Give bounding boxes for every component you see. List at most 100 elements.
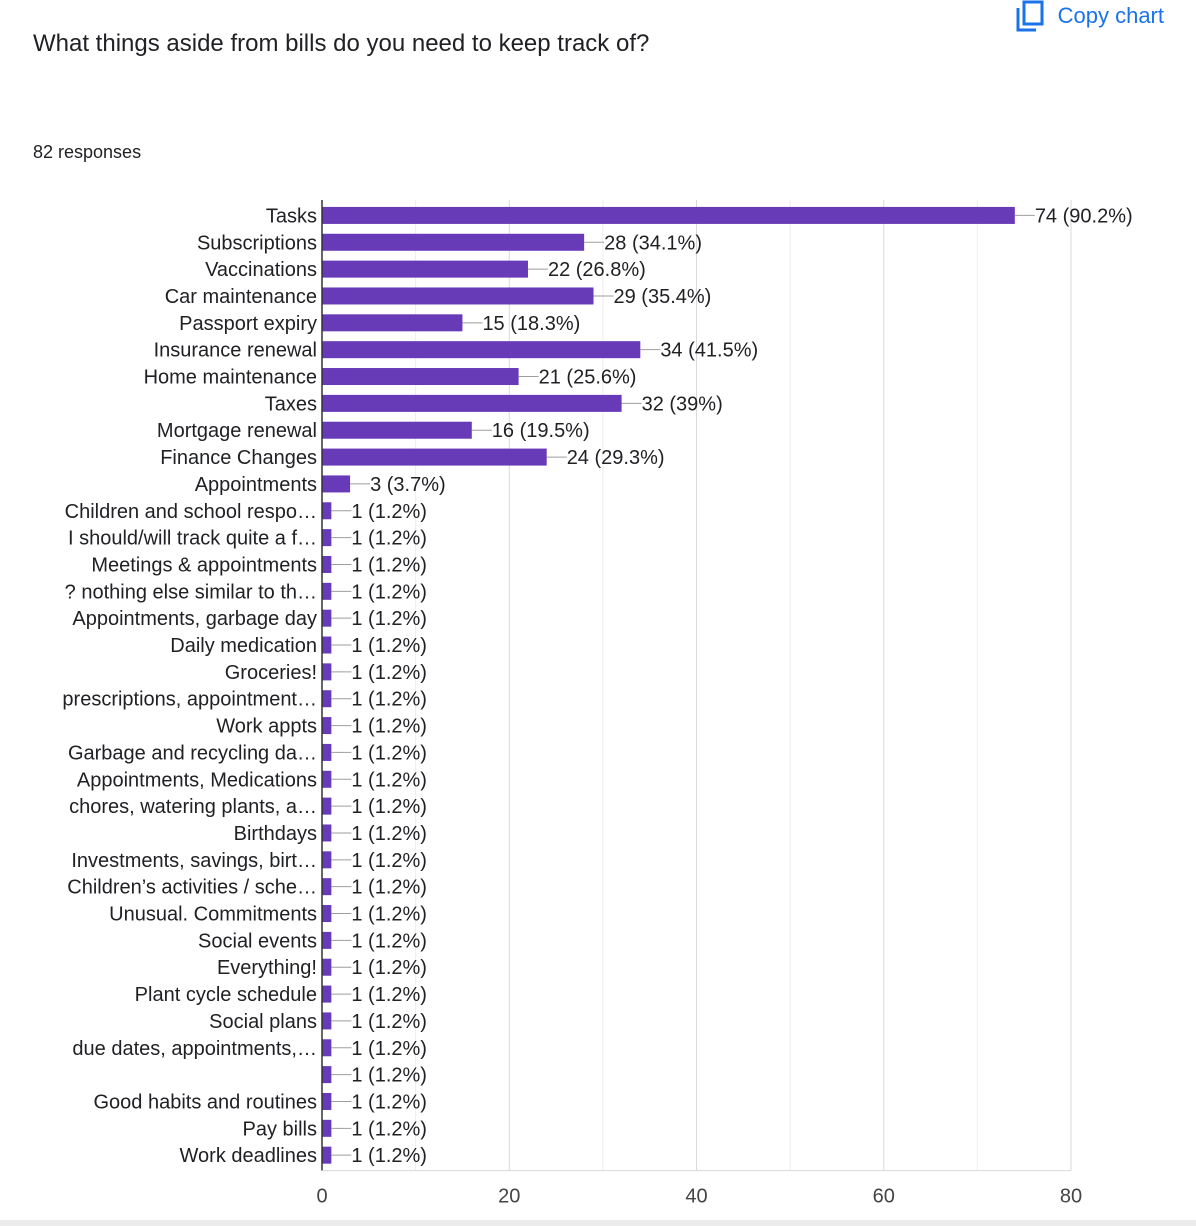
bar [322, 1039, 332, 1057]
data-label: 1 (1.2%) [351, 635, 427, 657]
bar [322, 206, 1015, 224]
bar [322, 260, 528, 278]
data-label: 32 (39%) [642, 393, 723, 415]
data-label: 21 (25.6%) [539, 367, 637, 389]
data-label: 1 (1.2%) [351, 877, 427, 899]
data-label: 1 (1.2%) [351, 1011, 427, 1033]
bar [322, 1119, 332, 1137]
bar [322, 582, 332, 600]
bar [322, 770, 332, 788]
category-label: I should/will track quite a f… [68, 528, 317, 550]
category-label: Social events [198, 930, 317, 952]
bar [322, 1012, 332, 1030]
data-label: 15 (18.3%) [482, 313, 580, 335]
bar [322, 1092, 332, 1110]
category-label: Unusual. Commitments [109, 904, 317, 926]
bar [322, 421, 472, 439]
x-tick-label: 60 [873, 1186, 895, 1208]
category-label: Daily medication [170, 635, 317, 657]
category-label: Finance Changes [160, 447, 317, 469]
bar [322, 636, 332, 654]
bar [322, 529, 332, 547]
category-label: Birthdays [234, 823, 317, 845]
x-tick-label: 40 [685, 1186, 707, 1208]
data-label: 16 (19.5%) [492, 420, 590, 442]
data-label: 1 (1.2%) [351, 501, 427, 523]
bar [322, 878, 332, 896]
data-label: 1 (1.2%) [351, 716, 427, 738]
category-label: Vaccinations [205, 259, 317, 281]
bar [322, 985, 332, 1003]
category-label: Mortgage renewal [157, 420, 317, 442]
data-label: 1 (1.2%) [351, 528, 427, 550]
category-label: Work deadlines [180, 1145, 317, 1167]
bar [322, 663, 332, 681]
category-label: ? nothing else similar to th… [65, 581, 317, 603]
category-label: Children and school respo… [65, 501, 317, 523]
category-label: Insurance renewal [154, 340, 317, 362]
bar [322, 314, 463, 332]
bar [322, 958, 332, 976]
category-label: prescriptions, appointment… [62, 689, 317, 711]
bar [322, 797, 332, 815]
category-label: Appointments, garbage day [72, 608, 317, 630]
bar [322, 555, 332, 573]
bar [322, 341, 641, 359]
category-label: Everything! [217, 957, 317, 979]
category-label: Good habits and routines [94, 1091, 318, 1113]
category-label: Taxes [265, 393, 317, 415]
category-label: Plant cycle schedule [135, 984, 317, 1006]
category-label: Tasks [266, 205, 317, 227]
x-tick-label: 80 [1060, 1186, 1082, 1208]
category-label: Appointments, Medications [77, 769, 317, 791]
bar [322, 851, 332, 869]
bar [322, 717, 332, 735]
data-label: 1 (1.2%) [351, 904, 427, 926]
data-label: 1 (1.2%) [351, 957, 427, 979]
bar [322, 905, 332, 923]
category-label: Home maintenance [144, 367, 317, 389]
data-label: 1 (1.2%) [351, 823, 427, 845]
data-label: 1 (1.2%) [351, 984, 427, 1006]
copy-chart-button[interactable]: Copy chart [1016, 0, 1164, 32]
bar [322, 1146, 332, 1164]
bar [322, 743, 332, 761]
data-label: 34 (41.5%) [660, 340, 758, 362]
category-label: Appointments [195, 474, 317, 496]
bar [322, 448, 547, 466]
data-label: 1 (1.2%) [351, 1038, 427, 1060]
data-label: 1 (1.2%) [351, 608, 427, 630]
bar [322, 824, 332, 842]
data-label: 1 (1.2%) [351, 581, 427, 603]
category-label: Garbage and recycling da… [68, 742, 317, 764]
category-label: Groceries! [225, 662, 317, 684]
responses-count: 82 responses [33, 142, 142, 162]
copy-chart-label: Copy chart [1057, 3, 1164, 28]
bar [322, 690, 332, 708]
data-label: 1 (1.2%) [351, 769, 427, 791]
category-label: Children’s activities / sche… [67, 877, 317, 899]
data-label: 1 (1.2%) [351, 1065, 427, 1087]
bar [322, 368, 519, 386]
data-label: 1 (1.2%) [351, 930, 427, 952]
bar [322, 287, 594, 305]
x-tick-label: 0 [316, 1186, 327, 1208]
data-label: 29 (35.4%) [614, 286, 712, 308]
data-label: 22 (26.8%) [548, 259, 646, 281]
question-title: What things aside from bills do you need… [33, 30, 650, 57]
bar [322, 475, 351, 493]
category-label: Meetings & appointments [91, 554, 317, 576]
category-label: due dates, appointments,… [72, 1038, 317, 1060]
data-label: 24 (29.3%) [567, 447, 665, 469]
data-label: 1 (1.2%) [351, 1091, 427, 1113]
category-label: Passport expiry [179, 313, 317, 335]
bar [322, 1066, 332, 1084]
data-label: 1 (1.2%) [351, 662, 427, 684]
bar [322, 394, 622, 412]
category-label: Social plans [209, 1011, 317, 1033]
category-label: Pay bills [243, 1118, 317, 1140]
data-label: 1 (1.2%) [351, 1118, 427, 1140]
data-label: 1 (1.2%) [351, 1145, 427, 1167]
category-label: Work appts [216, 716, 317, 738]
